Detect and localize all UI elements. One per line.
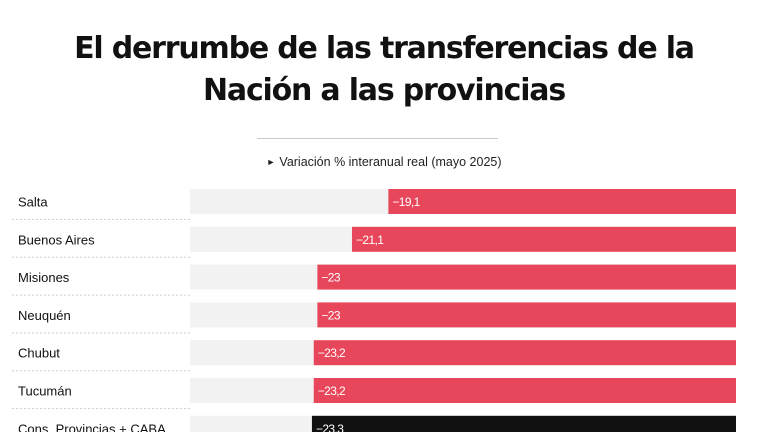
chart-subtitle-text: Variación % interanual real (mayo 2025) <box>279 155 502 169</box>
bar-salta <box>388 189 736 214</box>
bar-neuquen <box>317 302 736 328</box>
bar-buenos-aires <box>351 226 736 252</box>
value-label-misiones: −23 <box>321 271 340 285</box>
row-label-cons-provincias-caba: Cons. Provincias + CABA <box>18 421 166 432</box>
value-label-cons-provincias-caba: −23,3 <box>316 422 344 432</box>
row-label-chubut: Chubut <box>18 346 60 361</box>
row-label-neuquen: Neuquén <box>18 308 71 323</box>
value-label-chubut: −23,2 <box>318 346 346 360</box>
value-label-salta: −19,1 <box>392 195 420 209</box>
row-label-misiones: Misiones <box>18 270 70 285</box>
bar-misiones <box>317 264 736 290</box>
value-label-tucuman: −23,2 <box>318 384 346 398</box>
chart-title-line-1: El derrumbe de las transferencias de la <box>74 31 695 66</box>
bullet-icon: ► <box>266 157 276 167</box>
row-label-salta: Salta <box>18 195 48 210</box>
row-label-buenos-aires: Buenos Aires <box>18 232 95 247</box>
bar-tucuman <box>313 378 736 403</box>
bar-cons-provincias-caba <box>311 415 736 432</box>
chart-title-line-2: Nación a las provincias <box>203 73 566 108</box>
row-label-tucuman: Tucumán <box>18 384 72 399</box>
chart-title: El derrumbe de las transferencias de la … <box>0 28 768 112</box>
bar-chubut <box>313 340 736 366</box>
value-label-buenos-aires: −21,1 <box>356 233 384 247</box>
title-divider <box>257 138 498 139</box>
value-label-neuquen: −23 <box>321 308 340 322</box>
chart-subtitle: ► Variación % interanual real (mayo 2025) <box>0 155 768 169</box>
